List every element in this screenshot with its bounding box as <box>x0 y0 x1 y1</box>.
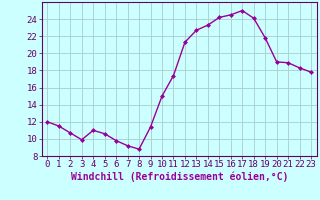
X-axis label: Windchill (Refroidissement éolien,°C): Windchill (Refroidissement éolien,°C) <box>70 172 288 182</box>
